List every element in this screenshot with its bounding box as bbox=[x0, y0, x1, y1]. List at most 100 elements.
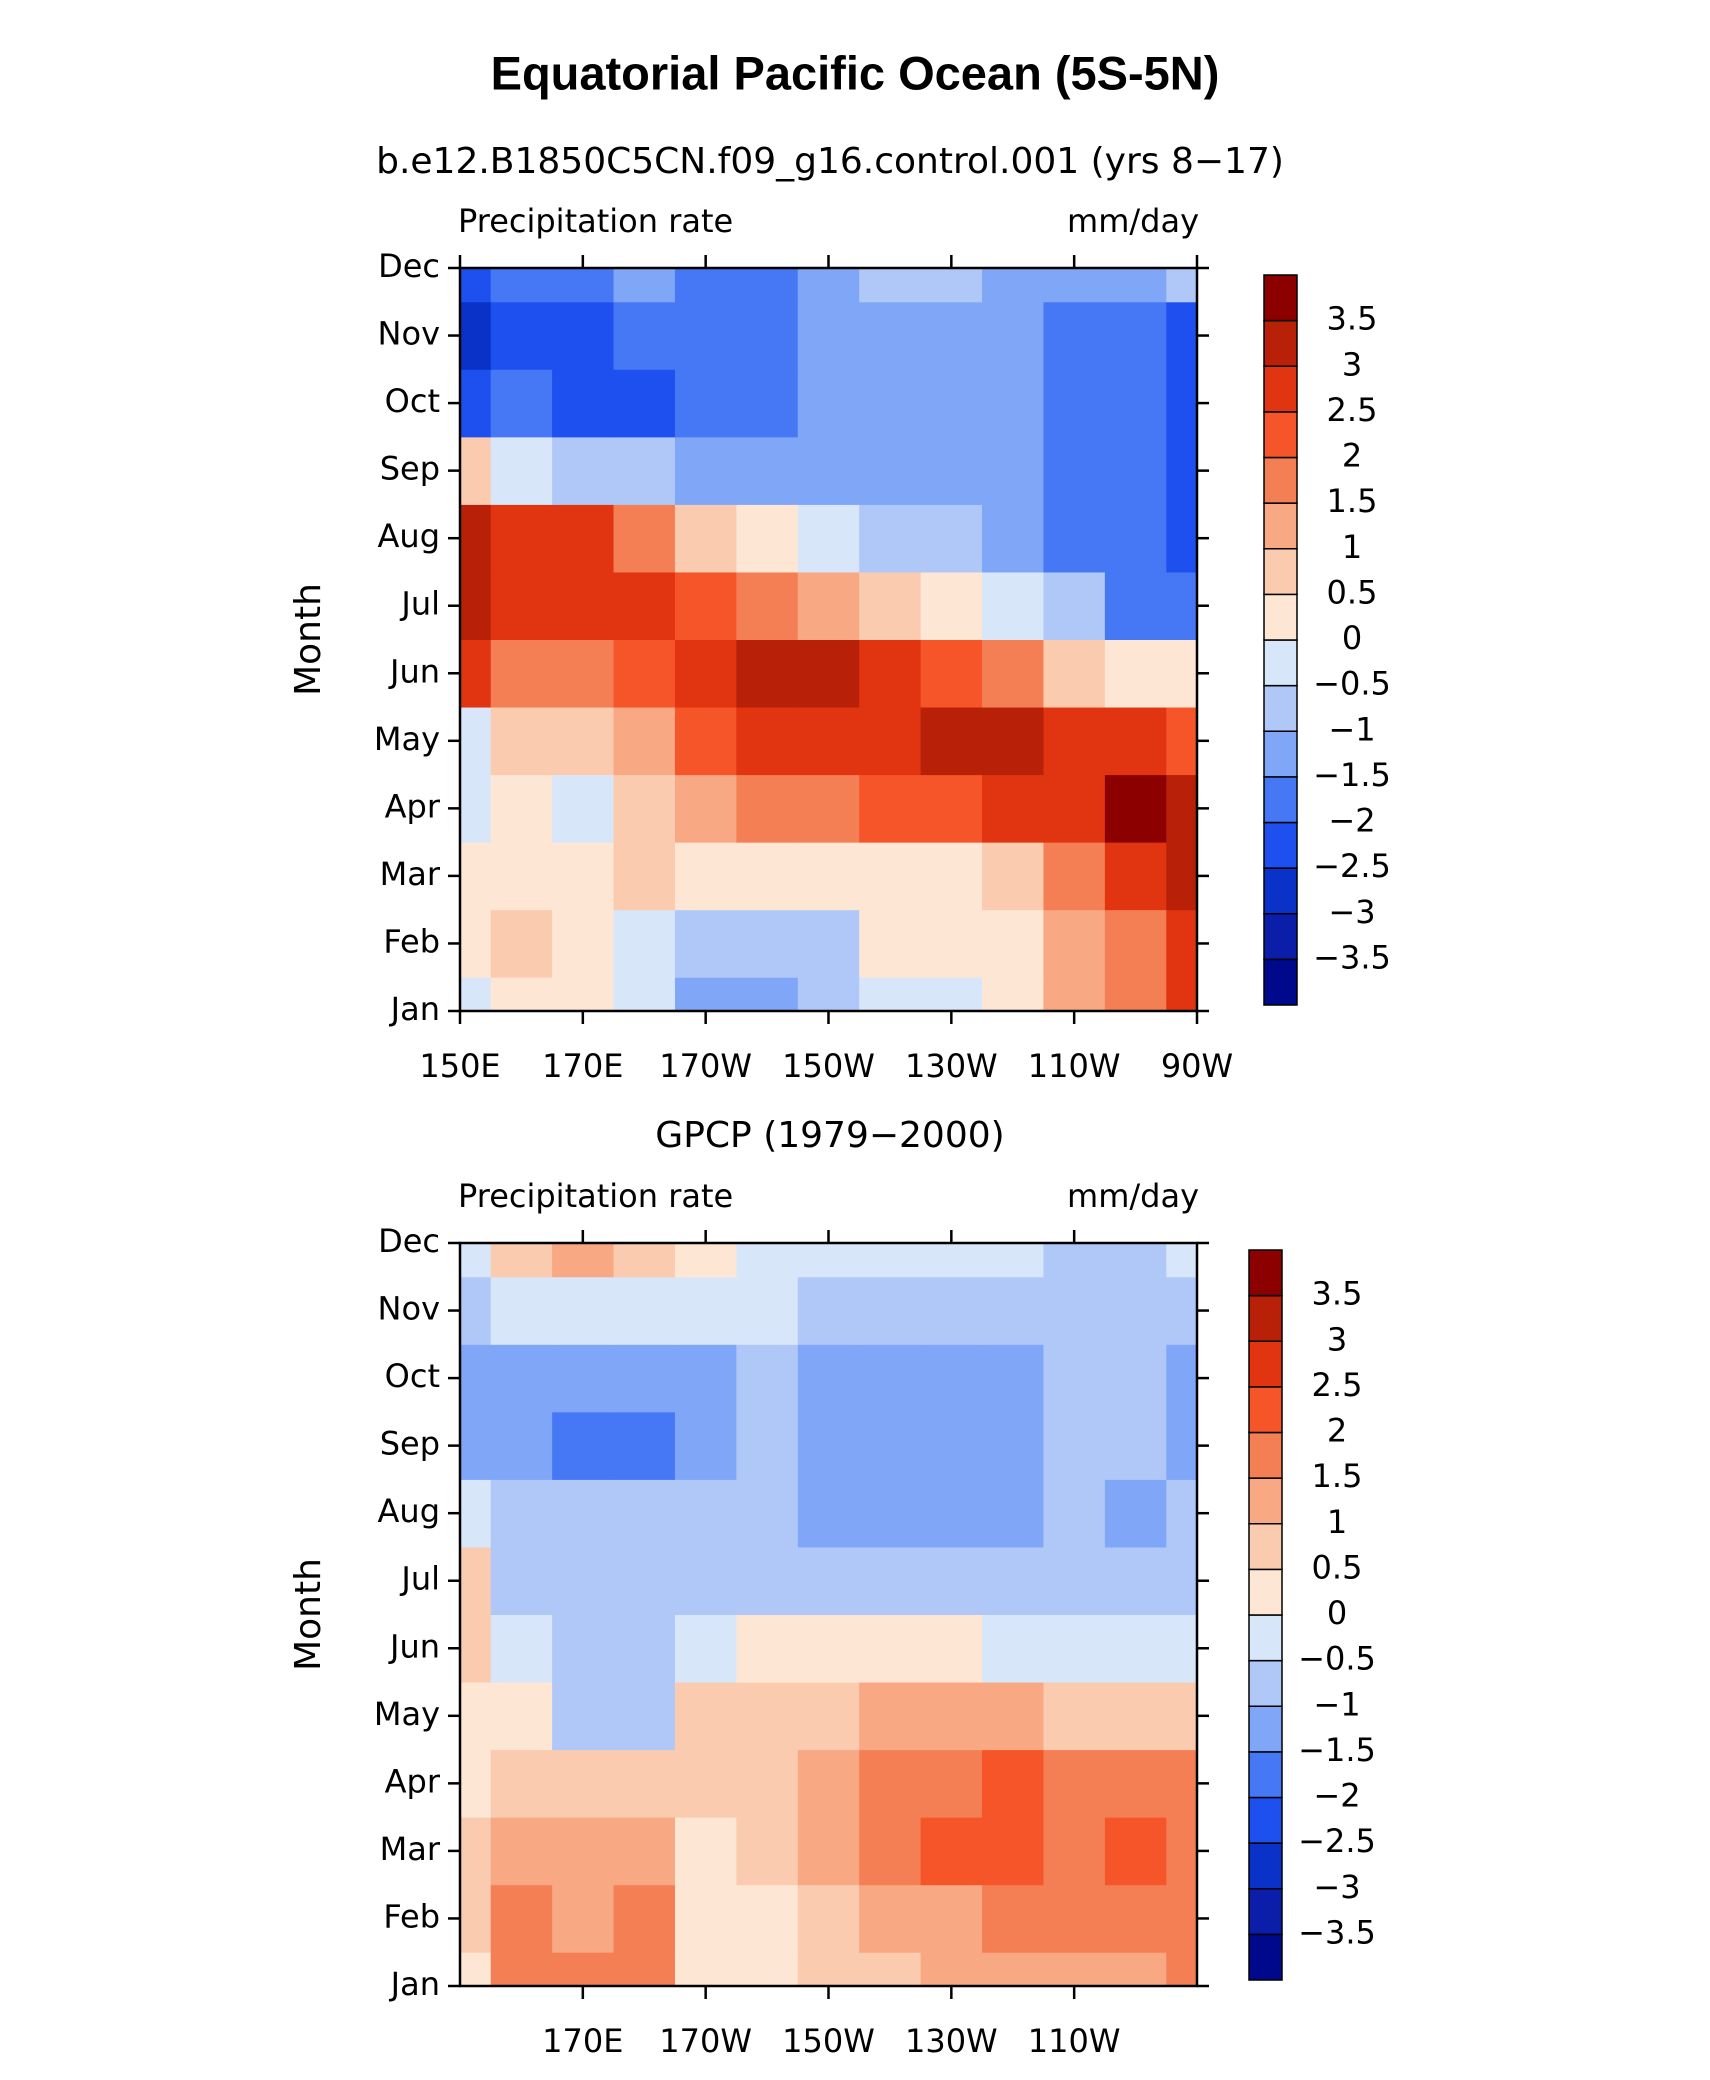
contour-cell bbox=[552, 571, 615, 640]
contour-cell bbox=[460, 1479, 492, 1548]
colorbar-box bbox=[1248, 1933, 1283, 1981]
contour-cell bbox=[982, 301, 1044, 370]
contour-cell bbox=[460, 1817, 492, 1886]
contour-cell bbox=[1043, 571, 1106, 640]
contour-cell bbox=[1104, 842, 1167, 911]
contour-cell bbox=[1104, 1682, 1167, 1751]
colorbar-label: −0.5 bbox=[1298, 1640, 1376, 1678]
contour-cell bbox=[982, 707, 1044, 776]
colorbar-label: 2.5 bbox=[1327, 391, 1378, 429]
contour-cell bbox=[797, 1749, 860, 1818]
contour-cell bbox=[674, 909, 737, 978]
contour-cell bbox=[613, 1479, 676, 1548]
x-tick-label: 170W bbox=[659, 1047, 752, 1085]
contour-cell bbox=[982, 1614, 1044, 1683]
contour-cell bbox=[1104, 268, 1167, 303]
colorbar-box bbox=[1263, 548, 1298, 596]
contour-cell bbox=[797, 369, 860, 438]
contour-cell bbox=[460, 977, 492, 1012]
left-label: Precipitation rate bbox=[458, 202, 733, 240]
contour-cell bbox=[460, 639, 492, 708]
contour-cell bbox=[552, 639, 615, 708]
contour-cell bbox=[552, 1243, 615, 1278]
contour-cell bbox=[460, 707, 492, 776]
contour-cell bbox=[920, 1884, 983, 1953]
colorbar-box bbox=[1248, 1796, 1283, 1844]
contour-cell bbox=[613, 909, 676, 978]
contour-cell bbox=[859, 1749, 922, 1818]
contour-cell bbox=[982, 1479, 1044, 1548]
contour-cell bbox=[1043, 1479, 1106, 1548]
colorbar-box bbox=[1263, 411, 1298, 459]
contour-cell bbox=[1104, 436, 1167, 505]
contour-cell bbox=[859, 1952, 922, 1987]
colorbar-box bbox=[1248, 1523, 1283, 1571]
y-tick-label: Feb bbox=[383, 922, 440, 960]
contour-cell bbox=[490, 1614, 553, 1683]
contour-cell bbox=[1104, 1411, 1167, 1480]
contour-cell bbox=[859, 1243, 922, 1278]
contour-cell bbox=[460, 842, 492, 911]
contour-cell bbox=[460, 1411, 492, 1480]
colorbar-label: 2.5 bbox=[1312, 1366, 1363, 1404]
y-tick-label: Mar bbox=[380, 855, 441, 893]
contour-cell bbox=[674, 1749, 737, 1818]
contour-cell bbox=[797, 842, 860, 911]
colorbar-box bbox=[1248, 1340, 1283, 1388]
contour-cell bbox=[859, 369, 922, 438]
contour-cell bbox=[797, 268, 860, 303]
contour-cell bbox=[613, 1749, 676, 1818]
contour-cell bbox=[797, 1243, 860, 1278]
contour-cell bbox=[797, 1479, 860, 1548]
contour-cell bbox=[920, 774, 983, 843]
y-tick-label: Jul bbox=[399, 585, 440, 623]
y-tick-label: Apr bbox=[385, 787, 441, 825]
contour-cell bbox=[1104, 1952, 1167, 1987]
contour-cell bbox=[982, 909, 1044, 978]
contour-cell bbox=[552, 1546, 615, 1615]
right-label: mm/day bbox=[1067, 1177, 1199, 1215]
contour-cell bbox=[552, 1411, 615, 1480]
contour-cell bbox=[613, 1614, 676, 1683]
contour-cell bbox=[552, 1749, 615, 1818]
contour-cell bbox=[1166, 1884, 1198, 1953]
contour-cell bbox=[613, 1276, 676, 1345]
y-tick-label: Dec bbox=[378, 1222, 440, 1260]
contour-cell bbox=[1104, 1479, 1167, 1548]
contour-cell bbox=[1104, 504, 1167, 573]
colorbar-label: 0.5 bbox=[1312, 1548, 1363, 1586]
contour-cell bbox=[1166, 369, 1198, 438]
x-tick-label: 110W bbox=[1028, 1047, 1121, 1085]
colorbar-box bbox=[1248, 1294, 1283, 1342]
colorbar-label: 0 bbox=[1342, 619, 1362, 657]
contour-cell bbox=[982, 1682, 1044, 1751]
contour-cell bbox=[1104, 639, 1167, 708]
contour-cell bbox=[1166, 1411, 1198, 1480]
contour-cell bbox=[613, 1682, 676, 1751]
contour-cell bbox=[1043, 1411, 1106, 1480]
contour-cell bbox=[552, 909, 615, 978]
contour-cell bbox=[859, 909, 922, 978]
contour-cell bbox=[490, 1344, 553, 1413]
contour-cell bbox=[1104, 301, 1167, 370]
contour-cell bbox=[552, 842, 615, 911]
contour-cell bbox=[1043, 1276, 1106, 1345]
contour-cell bbox=[982, 1546, 1044, 1615]
contour-cell bbox=[460, 1749, 492, 1818]
contour-cell bbox=[797, 639, 860, 708]
contour-cell bbox=[674, 707, 737, 776]
y-tick-label: Aug bbox=[378, 1492, 440, 1530]
x-tick-label: 170E bbox=[542, 2022, 623, 2060]
contour-cell bbox=[674, 1276, 737, 1345]
contour-cell bbox=[859, 1546, 922, 1615]
contour-cell bbox=[982, 268, 1044, 303]
colorbar-box bbox=[1263, 730, 1298, 778]
y-tick-label: Feb bbox=[383, 1897, 440, 1935]
contour-cell bbox=[552, 1344, 615, 1413]
contour-cell bbox=[1166, 639, 1198, 708]
contour-cell bbox=[674, 842, 737, 911]
contour-cell bbox=[1043, 639, 1106, 708]
colorbar-box bbox=[1248, 1249, 1283, 1297]
contour-cell bbox=[460, 1952, 492, 1987]
x-tick-label: 110W bbox=[1028, 2022, 1121, 2060]
